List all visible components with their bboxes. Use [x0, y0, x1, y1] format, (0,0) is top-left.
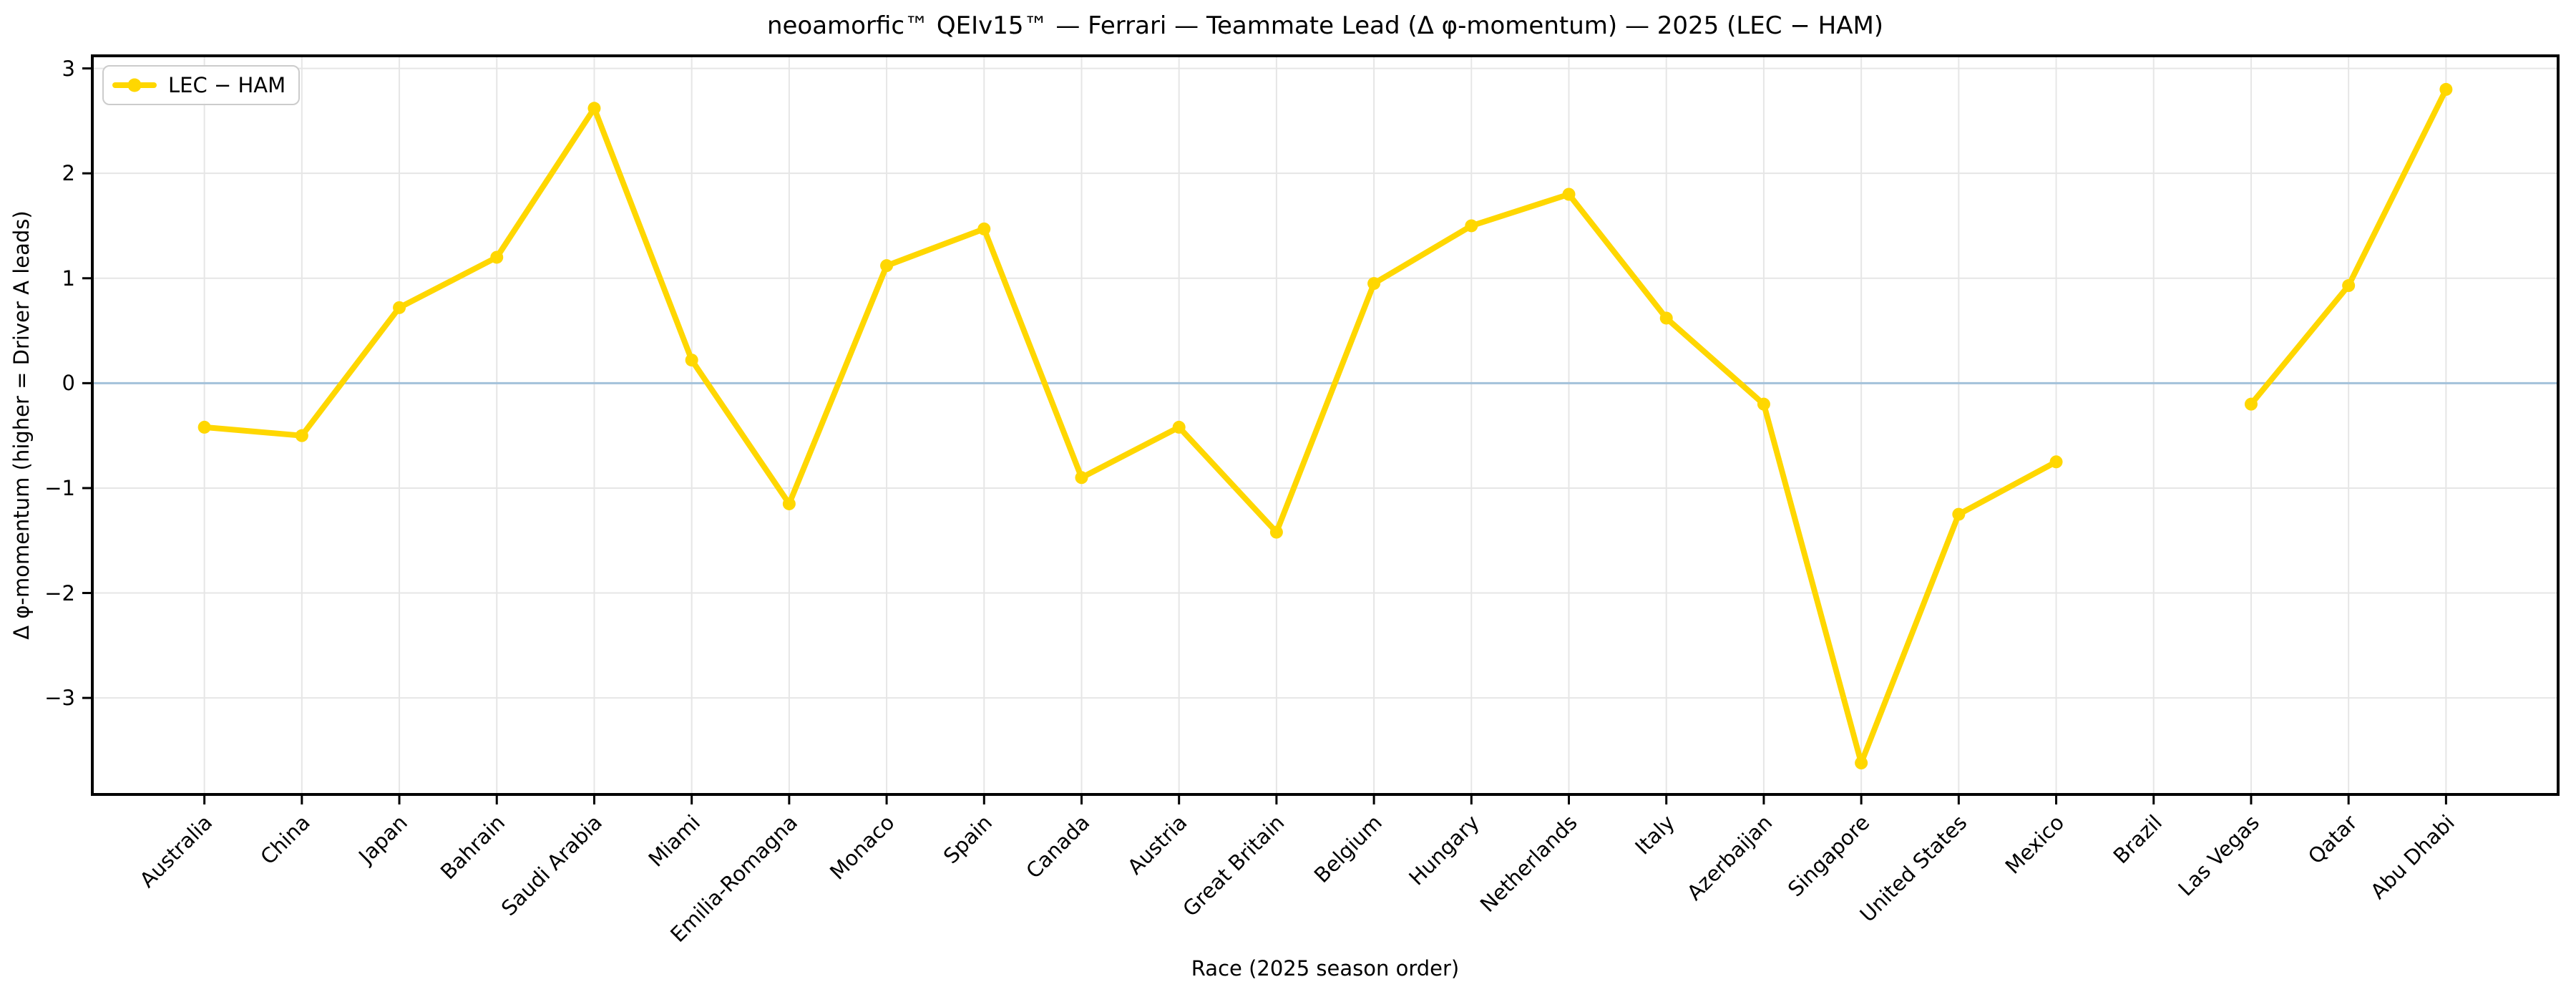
y-tick-label: −1 — [44, 475, 75, 500]
axes-spines — [91, 54, 2560, 796]
y-tick-label: 3 — [62, 56, 75, 81]
legend-marker-icon — [127, 78, 142, 92]
data-point-marker — [1269, 525, 1283, 539]
data-point-marker — [1367, 277, 1381, 291]
data-point-marker — [685, 354, 698, 367]
data-point-marker — [2049, 455, 2063, 469]
data-point-marker — [587, 102, 601, 115]
data-point-marker — [295, 429, 308, 442]
data-point-marker — [2244, 397, 2258, 411]
y-tick-label: −3 — [44, 686, 75, 711]
y-tick-label: −2 — [44, 580, 75, 605]
data-point-marker — [1659, 311, 1673, 325]
chart-title: neoamorfic™ QEIv15™ — Ferrari — Teammate… — [766, 11, 1884, 40]
data-point-marker — [1757, 397, 1770, 411]
data-point-marker — [1075, 471, 1088, 485]
data-point-marker — [977, 222, 991, 235]
y-tick-label: 2 — [62, 161, 75, 186]
series-line — [201, 86, 2449, 766]
data-point-marker — [1952, 507, 1966, 521]
data-point-marker — [2439, 82, 2453, 96]
data-point-marker — [782, 497, 796, 510]
y-tick-label: 0 — [62, 371, 75, 396]
x-axis-label: Race (2025 season order) — [1191, 956, 1460, 981]
data-point-marker — [490, 250, 504, 264]
data-point-marker — [197, 420, 211, 434]
data-point-marker — [880, 259, 894, 273]
legend-label: LEC − HAM — [168, 73, 286, 97]
data-point-marker — [393, 301, 406, 314]
y-tick-label: 1 — [62, 266, 75, 291]
data-point-marker — [2342, 279, 2356, 293]
legend-box: LEC − HAM — [102, 65, 301, 105]
data-point-marker — [1562, 188, 1576, 201]
data-point-marker — [1465, 219, 1478, 233]
legend-line-sample — [112, 78, 157, 92]
data-point-marker — [1855, 757, 1868, 770]
data-point-marker — [1172, 420, 1186, 434]
